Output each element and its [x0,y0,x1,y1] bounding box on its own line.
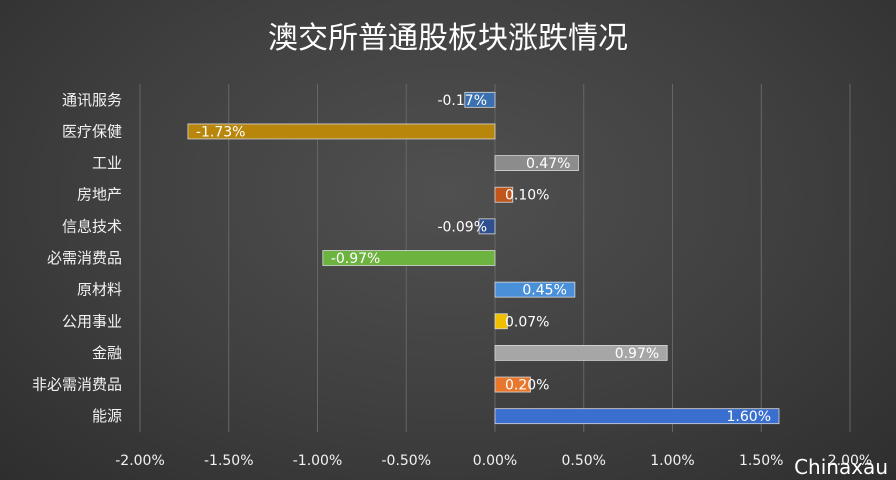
category-label: 金融 [92,344,122,362]
category-label: 公用事业 [62,312,122,330]
x-tick-labels: -2.00% -1.50% -1.00% -0.50% 0.00% 0.50% 1.00% 1… [115,453,872,469]
x-tick-label: 1.50% [739,453,783,469]
bar [494,408,780,425]
data-label: -0.09% [437,219,487,235]
category-label: 工业 [92,154,122,172]
category-label: 必需消费品 [47,249,122,267]
bar [494,155,579,171]
watermark: Chinaxau [794,455,888,479]
data-label: 0.20% [505,378,549,394]
category-label: 信息技术 [62,217,122,235]
bar [494,186,514,203]
bar [494,313,508,330]
x-tick-label: -0.50% [381,453,431,469]
bar [494,281,576,298]
category-label: 非必需消费品 [32,376,122,394]
x-tick-label: -2.00% [115,453,165,469]
x-tick-label: 2.00% [828,453,872,469]
data-label: -0.17% [437,93,487,109]
category-label: 通讯服务 [62,91,122,109]
bar [187,123,496,140]
chart-title: 澳交所普通股板块涨跌情况 [268,21,628,56]
category-label: 医疗保健 [62,122,122,140]
x-tick-label: 0.00% [473,453,517,469]
x-tick-label: 1.00% [650,453,694,469]
bar [464,91,496,108]
bar [322,250,496,266]
data-label: -0.97% [331,251,381,267]
category-label: 能源 [92,407,122,425]
x-tick-label: -1.00% [293,453,343,469]
bar [478,218,496,235]
x-tick-label: -1.50% [204,453,254,469]
category-label: 原材料 [77,281,122,299]
bars [187,91,780,425]
data-labels: -0.17% -1.73% 0.47% 0.10% -0.09% -0.97% 0.45% 0… [196,93,771,425]
x-tick-label: 0.50% [562,453,606,469]
category-label: 房地产 [77,186,122,204]
data-label: 0.45% [522,283,566,299]
data-label: 0.97% [615,346,659,362]
data-label: 0.47% [526,156,570,172]
data-label: 0.07% [505,314,549,330]
bar [494,376,531,393]
bar [494,345,668,361]
data-label: 0.10% [505,188,549,204]
data-label: 1.60% [727,409,771,425]
data-label: -1.73% [196,124,246,140]
